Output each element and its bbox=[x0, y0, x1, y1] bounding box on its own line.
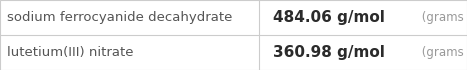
Text: sodium ferrocyanide decahydrate: sodium ferrocyanide decahydrate bbox=[7, 11, 233, 24]
Text: 484.06 g/mol: 484.06 g/mol bbox=[273, 10, 385, 25]
Text: lutetium(III) nitrate: lutetium(III) nitrate bbox=[7, 46, 134, 59]
Text: (grams per mole): (grams per mole) bbox=[417, 11, 467, 24]
Text: 360.98 g/mol: 360.98 g/mol bbox=[273, 45, 385, 60]
Text: (grams per mole): (grams per mole) bbox=[417, 46, 467, 59]
